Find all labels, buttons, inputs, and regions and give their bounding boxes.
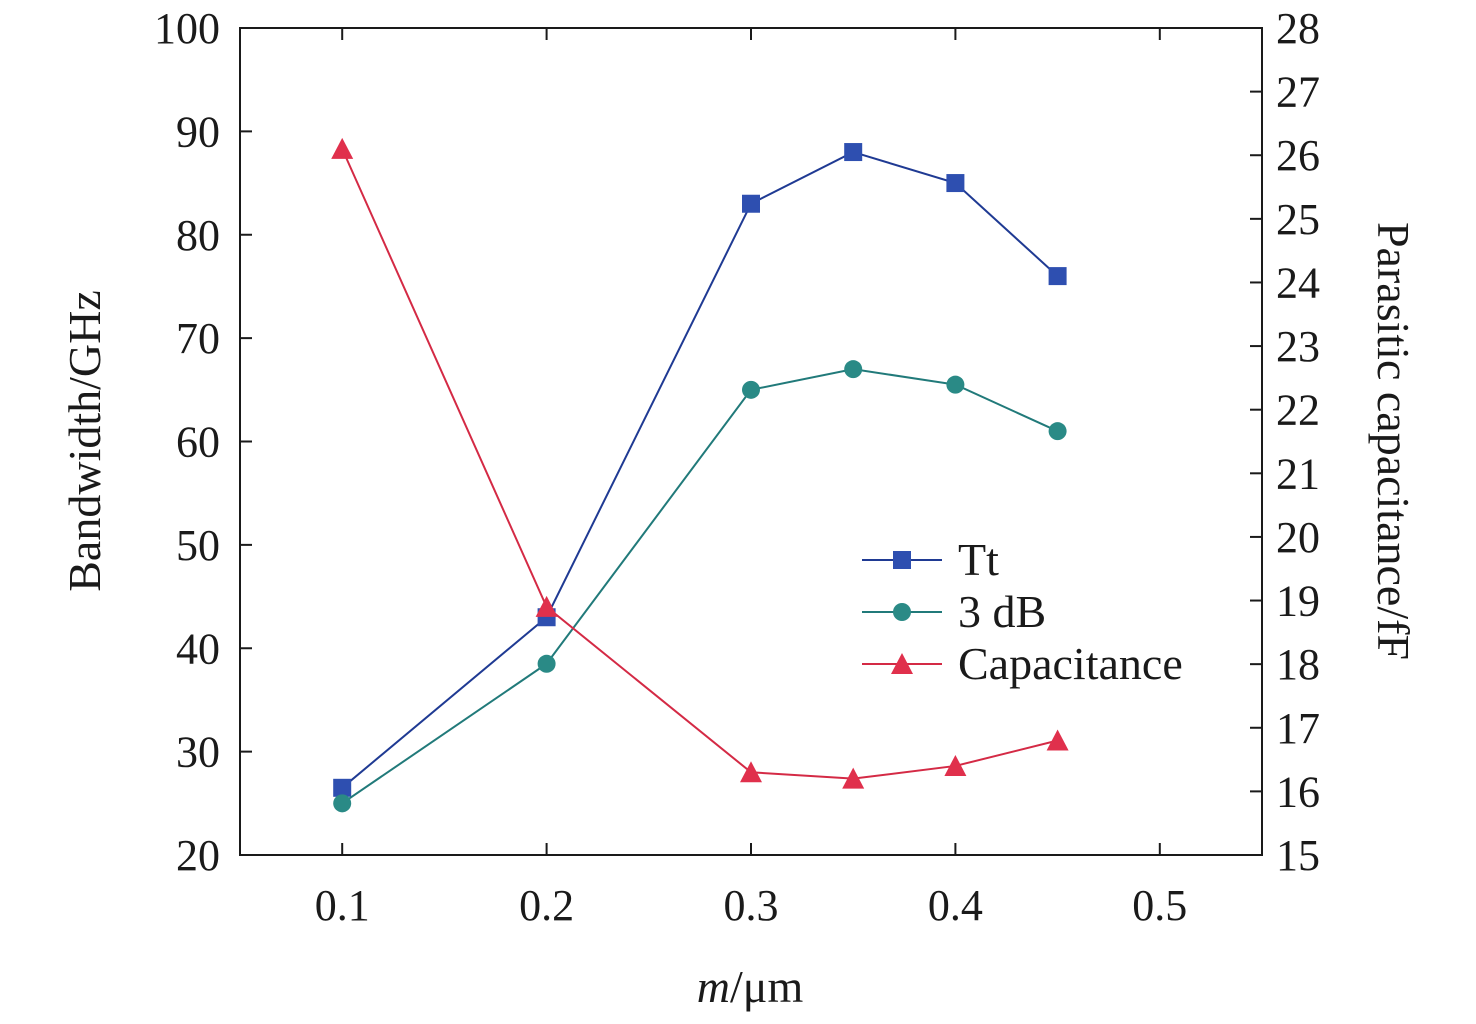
data-point-3db (537, 654, 556, 673)
y-tick-label: 20 (176, 831, 220, 880)
data-point-tt (742, 194, 760, 213)
legend-label-tt: Tt (958, 534, 999, 585)
y2-tick-label: 27 (1276, 68, 1320, 117)
x-axis-title-unit: /μm (730, 961, 803, 1012)
data-point-capacitance (842, 767, 865, 789)
data-point-tt (1048, 267, 1067, 286)
data-point-3db (742, 380, 760, 399)
legend-label-capacitance: Capacitance (958, 638, 1183, 689)
y2-tick-label: 19 (1276, 577, 1320, 626)
y2-tick-label: 20 (1276, 513, 1320, 562)
legend-item-capacitance: Capacitance (862, 638, 1183, 689)
series-tt (333, 143, 1067, 797)
data-point-capacitance (944, 754, 967, 776)
series-line-capacitance (341, 148, 1058, 780)
legend-marker-capacitance (891, 653, 913, 674)
x-axis-title: m/μm (697, 961, 804, 1012)
data-point-capacitance (535, 595, 558, 617)
y2-tick-label: 23 (1276, 322, 1320, 371)
legend: Tt 3 dB Capacitance (862, 534, 1183, 689)
y-tick-label: 90 (176, 107, 220, 156)
ticks-layer: 0.1 0.2 0.3 0.4 0.5 20 30 40 50 60 70 80 90 100 15 16 17… (154, 4, 1320, 930)
y-axis-title: Bandwidth/GHz (59, 290, 110, 592)
legend-label-3db: 3 dB (958, 586, 1046, 637)
y2-tick-label: 18 (1276, 640, 1320, 689)
series-3db (333, 360, 1067, 813)
x-tick-label: 0.4 (928, 881, 983, 930)
y-tick-label: 80 (176, 211, 220, 260)
series-line-tt (341, 150, 1059, 789)
y-tick-label: 100 (154, 4, 220, 53)
y2-tick-label: 16 (1276, 767, 1320, 816)
data-point-capacitance (331, 137, 354, 159)
legend-item-3db: 3 dB (862, 586, 1046, 637)
x-axis-title-italic: m (697, 961, 730, 1012)
legend-marker-3db (893, 603, 911, 621)
data-point-tt (946, 174, 965, 193)
y2-tick-label: 25 (1276, 195, 1320, 244)
y2-tick-label: 15 (1276, 831, 1320, 880)
y2-tick-label: 26 (1276, 131, 1320, 180)
data-point-3db (946, 375, 965, 394)
data-point-tt (844, 143, 863, 162)
y2-tick-label: 17 (1276, 704, 1320, 753)
y-tick-label: 70 (176, 314, 220, 363)
series-line-3db (341, 368, 1059, 805)
y2-tick-label: 21 (1276, 449, 1320, 498)
x-tick-label: 0.1 (315, 881, 370, 930)
plot-frame (239, 27, 1263, 856)
data-point-3db (1048, 422, 1067, 441)
x-tick-label: 0.2 (519, 881, 574, 930)
y2-axis-title: Parasitic capacitance/fF (1368, 222, 1419, 660)
data-point-tt (333, 778, 352, 797)
data-point-3db (844, 360, 863, 379)
y2-tick-label: 28 (1276, 4, 1320, 53)
y2-tick-label: 22 (1276, 386, 1320, 435)
x-tick-label: 0.5 (1132, 881, 1187, 930)
series-layer (331, 137, 1069, 813)
data-point-capacitance (740, 761, 762, 783)
y-tick-label: 60 (176, 418, 220, 467)
series-capacitance (331, 137, 1069, 789)
x-tick-label: 0.3 (724, 881, 779, 930)
y2-tick-label: 24 (1276, 258, 1320, 307)
y-tick-label: 50 (176, 521, 220, 570)
data-point-3db (333, 794, 352, 813)
y-tick-label: 30 (176, 728, 220, 777)
y-tick-label: 40 (176, 624, 220, 673)
legend-marker-tt (893, 551, 911, 569)
legend-item-tt: Tt (862, 534, 999, 585)
data-point-capacitance (1046, 729, 1069, 751)
